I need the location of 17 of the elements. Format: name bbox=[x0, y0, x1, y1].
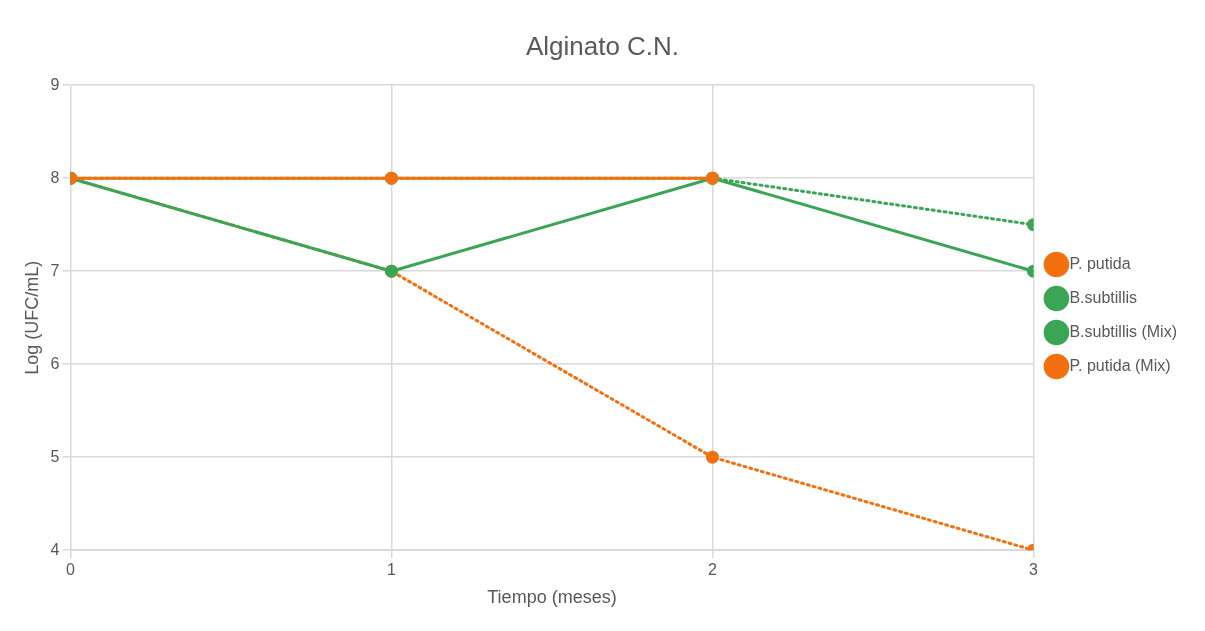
y-tick-label: 9 bbox=[50, 75, 60, 93]
x-tick-label: 3 bbox=[1028, 561, 1038, 579]
y-tick-label: 4 bbox=[50, 540, 60, 558]
y-tick-label: 6 bbox=[50, 354, 60, 372]
y-tick-label: 8 bbox=[50, 168, 60, 186]
legend-label: P. putida bbox=[1069, 254, 1131, 272]
legend-label: B.subtillis bbox=[1069, 288, 1138, 306]
y-tick-label: 7 bbox=[50, 261, 60, 279]
y-axis-title: Log (UFC/mL) bbox=[21, 260, 42, 375]
x-tick-label: 0 bbox=[66, 561, 76, 579]
y-tick-label: 5 bbox=[50, 447, 60, 465]
legend-label: P. putida (Mix) bbox=[1069, 356, 1171, 374]
chart-title: Alginato C.N. bbox=[525, 30, 680, 61]
x-tick-label: 1 bbox=[387, 561, 397, 579]
legend-label: B.subtillis (Mix) bbox=[1069, 322, 1177, 340]
x-tick-label: 2 bbox=[708, 561, 717, 579]
x-axis-title: Tiempo (meses) bbox=[487, 587, 617, 608]
